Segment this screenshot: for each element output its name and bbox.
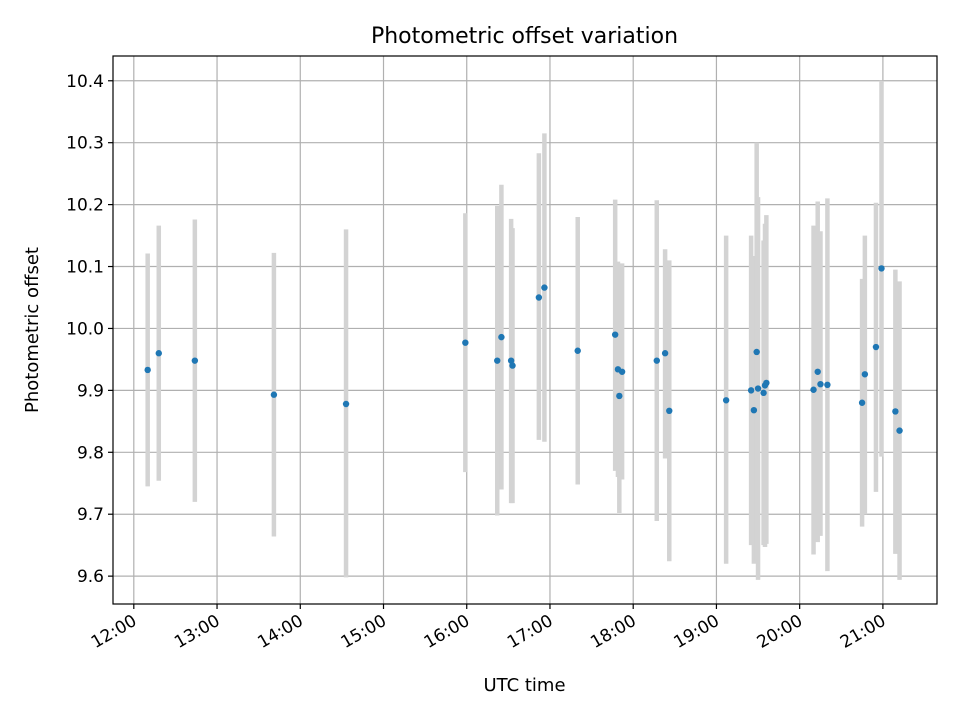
y-axis-ticks: 9.6 9.7 9.8 9.9 10.0 10.1 10.2 10.3 10.4 xyxy=(66,72,113,587)
data-point xyxy=(509,362,516,369)
data-point xyxy=(896,427,903,434)
data-point xyxy=(611,331,619,338)
data-point xyxy=(616,392,623,400)
data-point xyxy=(462,339,469,346)
data-point xyxy=(763,379,770,387)
x-gridlines xyxy=(133,56,884,604)
data-point xyxy=(191,357,199,364)
x-tick-label: 14:00 xyxy=(254,611,306,653)
y-axis-label: Photometric offset xyxy=(22,247,43,413)
y-tick-label: 9.9 xyxy=(77,381,104,401)
data-point xyxy=(753,348,760,356)
plot-frame xyxy=(112,55,938,605)
data-point xyxy=(574,347,581,354)
data-point xyxy=(858,399,866,406)
data-point xyxy=(498,333,505,341)
y-tick-label: 10.1 xyxy=(66,258,104,278)
data-point xyxy=(861,371,869,378)
data-point xyxy=(661,350,669,357)
data-point xyxy=(535,294,543,301)
data-point xyxy=(270,391,278,398)
x-tick-label: 12:00 xyxy=(88,611,140,653)
y-tick-label: 10.3 xyxy=(66,134,104,154)
y-tick-label: 9.8 xyxy=(77,443,104,463)
data-point xyxy=(817,380,824,388)
x-axis-label: UTC time xyxy=(483,675,565,696)
y-gridlines xyxy=(113,80,937,577)
x-tick-label: 21:00 xyxy=(837,611,889,653)
x-tick-label: 15:00 xyxy=(338,611,390,653)
data-point xyxy=(144,366,151,374)
data-point xyxy=(892,408,899,415)
y-tick-label: 10.4 xyxy=(66,72,104,92)
data-point xyxy=(666,407,673,415)
y-tick-label: 10.2 xyxy=(66,196,104,216)
data-point xyxy=(878,265,885,272)
x-tick-label: 13:00 xyxy=(171,611,223,653)
x-tick-label: 19:00 xyxy=(670,611,722,653)
data-point xyxy=(760,389,767,397)
data-point xyxy=(494,357,501,364)
data-point xyxy=(342,400,350,408)
x-tick-label: 16:00 xyxy=(421,611,473,653)
x-axis-ticks: 12:00 13:00 14:00 15:00 16:00 17:00 18:00 19:00… xyxy=(88,604,889,653)
data-point xyxy=(750,406,758,414)
data-points xyxy=(144,265,903,434)
data-point xyxy=(653,357,660,364)
data-point xyxy=(754,385,762,392)
data-point xyxy=(541,284,548,291)
data-point xyxy=(618,368,626,375)
error-bars xyxy=(145,80,902,580)
x-tick-label: 20:00 xyxy=(754,611,806,653)
y-tick-label: 10.0 xyxy=(66,319,104,339)
y-tick-label: 9.7 xyxy=(77,505,104,525)
x-tick-label: 18:00 xyxy=(587,611,639,653)
data-point xyxy=(872,343,880,351)
x-tick-label: 17:00 xyxy=(504,611,556,653)
data-point xyxy=(155,350,162,357)
data-point xyxy=(810,386,817,393)
data-point xyxy=(722,397,730,404)
data-point xyxy=(824,381,831,388)
y-tick-label: 9.6 xyxy=(77,567,104,587)
chart-title: Photometric offset variation xyxy=(371,24,678,49)
data-point xyxy=(747,387,755,394)
data-point xyxy=(507,357,515,364)
data-point xyxy=(814,368,821,375)
